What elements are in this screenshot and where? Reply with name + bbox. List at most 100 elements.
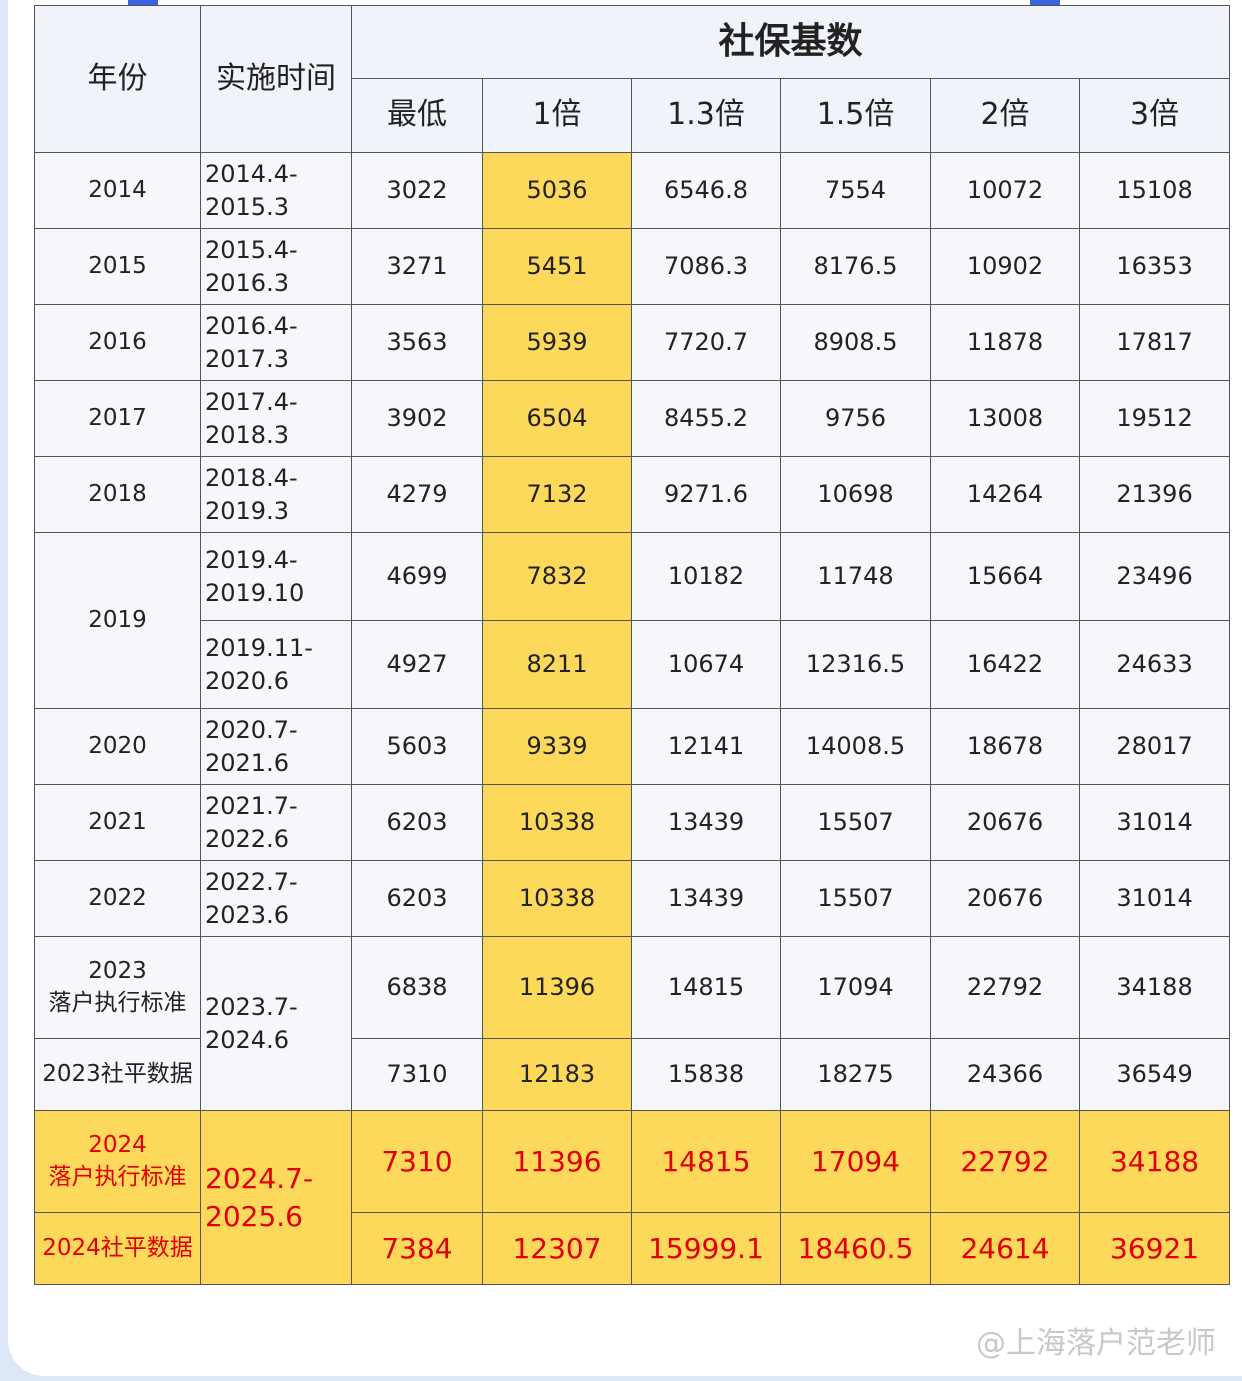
row: 2018 2018.4-2019.3 4279 7132 9271.6 10698 1426… bbox=[34, 456, 1231, 533]
year-cell: 2023 落户执行标准 bbox=[34, 936, 201, 1039]
header-cell: 1.3倍 bbox=[631, 78, 781, 153]
value-cell: 8908.5 bbox=[780, 304, 931, 381]
row: 2021 2021.7-2022.6 6203 10338 13439 15507 2067… bbox=[34, 784, 1231, 861]
value-cell: 11878 bbox=[930, 304, 1080, 381]
value-cell: 14815 bbox=[631, 936, 781, 1039]
value-cell: 5939 bbox=[482, 304, 632, 381]
value-cell: 14264 bbox=[930, 456, 1080, 533]
value-cell: 11396 bbox=[482, 1110, 632, 1213]
year-cell: 2015 bbox=[34, 228, 201, 305]
row: 2016 2016.4-2017.3 3563 5939 7720.7 8908.5 118… bbox=[34, 304, 1231, 381]
value-cell: 13439 bbox=[631, 860, 781, 937]
table: 年份 实施时间 社保基数 最低 1倍 1.3倍 1.5倍 2倍 3倍 2014 2014.4… bbox=[34, 5, 1231, 1285]
value-cell: 13439 bbox=[631, 784, 781, 861]
value-cell: 20676 bbox=[930, 860, 1080, 937]
value-cell: 18275 bbox=[780, 1038, 931, 1111]
year-cell: 2024社平数据 bbox=[34, 1212, 201, 1285]
value-cell: 10072 bbox=[930, 152, 1080, 229]
value-cell: 8176.5 bbox=[780, 228, 931, 305]
row: 2019 2019.4-2019.10 4699 7832 10182 11748 1566… bbox=[34, 532, 1231, 709]
value-cell: 18678 bbox=[930, 708, 1080, 785]
value-cell: 10338 bbox=[482, 784, 632, 861]
value-cell: 24614 bbox=[930, 1212, 1080, 1285]
year-cell: 2023社平数据 bbox=[34, 1038, 201, 1111]
value-cell: 14815 bbox=[631, 1110, 781, 1213]
value-cell: 3271 bbox=[351, 228, 483, 305]
value-cell: 28017 bbox=[1078, 708, 1231, 785]
value-cell: 17094 bbox=[780, 1110, 931, 1213]
watermark: @上海落户范老师 bbox=[976, 1326, 1216, 1361]
year-cell: 2019 bbox=[34, 532, 201, 709]
row: 2015 2015.4-2016.3 3271 5451 7086.3 8176.5 109… bbox=[34, 228, 1231, 305]
year-cell: 2014 bbox=[34, 152, 201, 229]
value-cell: 10902 bbox=[930, 228, 1080, 305]
value-cell: 24366 bbox=[930, 1038, 1080, 1111]
value-cell: 15999.1 bbox=[631, 1212, 781, 1285]
value-cell: 11748 bbox=[780, 532, 931, 621]
value-cell: 10698 bbox=[780, 456, 931, 533]
value-cell: 4699 bbox=[351, 532, 483, 621]
value-cell: 7310 bbox=[351, 1038, 483, 1111]
value-cell: 5603 bbox=[351, 708, 483, 785]
value-cell: 12183 bbox=[482, 1038, 632, 1111]
header-cell: 最低 bbox=[351, 78, 483, 153]
value-cell: 17817 bbox=[1078, 304, 1231, 381]
value-cell: 7132 bbox=[482, 456, 632, 533]
value-cell: 31014 bbox=[1078, 784, 1231, 861]
value-cell: 15664 bbox=[930, 532, 1080, 621]
value-cell: 20676 bbox=[930, 784, 1080, 861]
value-cell: 7720.7 bbox=[631, 304, 781, 381]
value-cell: 34188 bbox=[1078, 936, 1231, 1039]
value-cell: 10338 bbox=[482, 860, 632, 937]
value-cell: 15507 bbox=[780, 860, 931, 937]
row: 2023社平数据 7310 12183 15838 18275 24366 36549 bbox=[34, 1038, 1231, 1111]
period-cell: 2019.4-2019.10 bbox=[200, 532, 352, 621]
row: 2023 落户执行标准 2023.7-2024.6 6838 11396 14815 17… bbox=[34, 936, 1231, 1111]
value-cell: 34188 bbox=[1078, 1110, 1231, 1213]
value-cell: 9271.6 bbox=[631, 456, 781, 533]
header-cell: 年份 bbox=[34, 5, 201, 153]
value-cell: 17094 bbox=[780, 936, 931, 1039]
value-cell: 5036 bbox=[482, 152, 632, 229]
value-cell: 23496 bbox=[1078, 532, 1231, 621]
value-cell: 6203 bbox=[351, 784, 483, 861]
row: 2017 2017.4-2018.3 3902 6504 8455.2 9756 13008… bbox=[34, 380, 1231, 457]
year-cell: 2020 bbox=[34, 708, 201, 785]
year-cell: 2017 bbox=[34, 380, 201, 457]
decor bbox=[1030, 0, 1060, 7]
value-cell: 22792 bbox=[930, 1110, 1080, 1213]
period-cell: 2019.11-2020.6 bbox=[200, 620, 352, 709]
value-cell: 13008 bbox=[930, 380, 1080, 457]
header-group: 社保基数 bbox=[350, 5, 1231, 79]
decor bbox=[128, 0, 158, 7]
value-cell: 7384 bbox=[351, 1212, 483, 1285]
header-cell: 3倍 bbox=[1078, 78, 1231, 153]
header-cell: 1.5倍 bbox=[780, 78, 931, 153]
period-cell: 2021.7-2022.6 bbox=[200, 784, 352, 861]
value-cell: 6203 bbox=[351, 860, 483, 937]
value-cell: 4927 bbox=[351, 620, 483, 709]
period-cell: 2018.4-2019.3 bbox=[200, 456, 352, 533]
value-cell: 9756 bbox=[780, 380, 931, 457]
value-cell: 9339 bbox=[482, 708, 632, 785]
value-cell: 4279 bbox=[351, 456, 483, 533]
row: 2022 2022.7-2023.6 6203 10338 13439 15507 2067… bbox=[34, 860, 1231, 937]
value-cell: 15108 bbox=[1078, 152, 1231, 229]
value-cell: 6504 bbox=[482, 380, 632, 457]
row: 2024 落户执行标准 2024.7-2025.6 7310 11396 14815 17… bbox=[34, 1110, 1231, 1285]
value-cell: 15507 bbox=[780, 784, 931, 861]
period-cell: 2022.7-2023.6 bbox=[200, 860, 352, 937]
year-cell: 2018 bbox=[34, 456, 201, 533]
year-cell: 2016 bbox=[34, 304, 201, 381]
period-cell: 2017.4-2018.3 bbox=[200, 380, 352, 457]
value-cell: 3563 bbox=[351, 304, 483, 381]
value-cell: 36549 bbox=[1078, 1038, 1231, 1111]
value-cell: 10182 bbox=[631, 532, 781, 621]
value-cell: 10674 bbox=[631, 620, 781, 709]
value-cell: 31014 bbox=[1078, 860, 1231, 937]
row: 2019.11-2020.6 4927 8211 10674 12316.5 16422 2… bbox=[35, 620, 1231, 709]
value-cell: 7832 bbox=[482, 532, 632, 621]
value-cell: 12141 bbox=[631, 708, 781, 785]
value-cell: 6546.8 bbox=[631, 152, 781, 229]
value-cell: 18460.5 bbox=[780, 1212, 931, 1285]
